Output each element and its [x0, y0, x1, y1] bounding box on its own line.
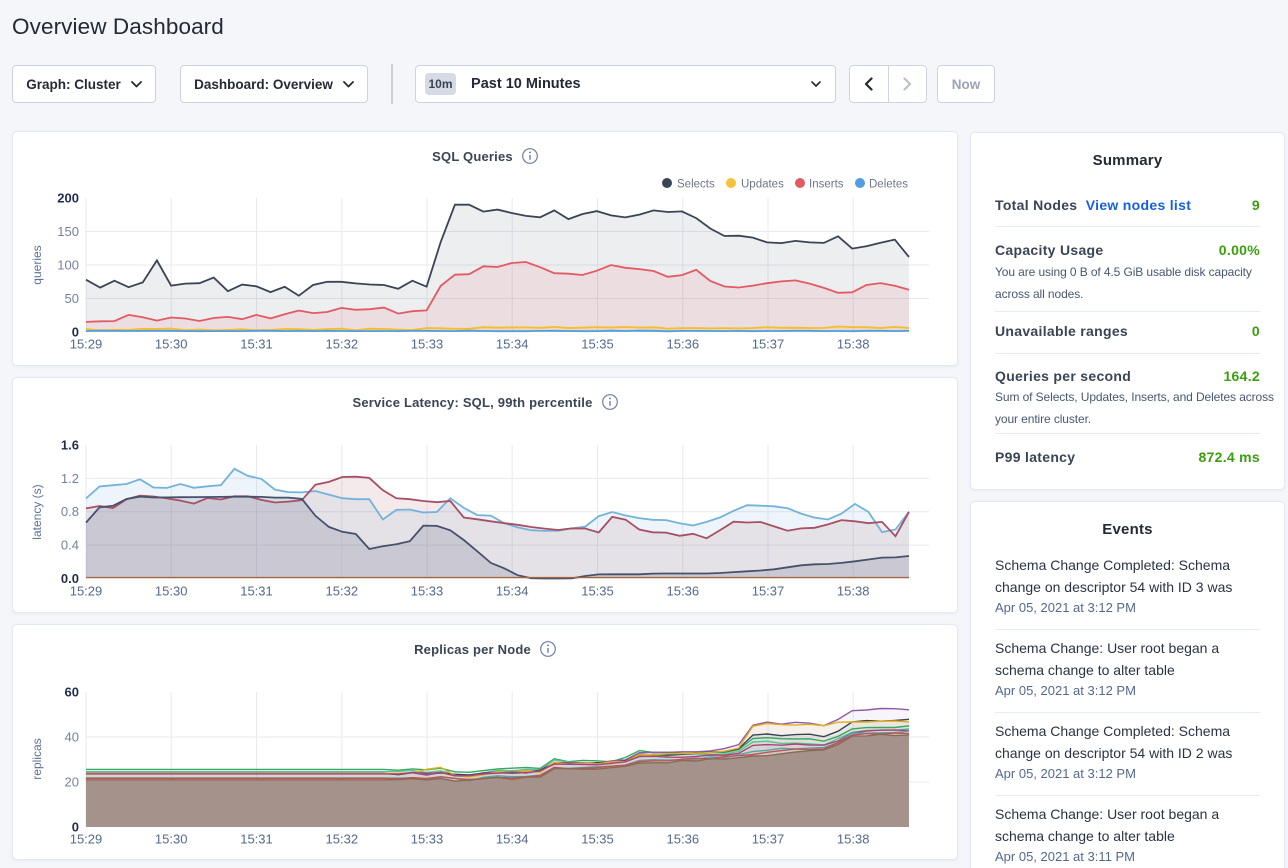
- svg-text:15:31: 15:31: [240, 832, 273, 847]
- svg-text:20: 20: [65, 775, 79, 790]
- svg-text:latency (s): latency (s): [30, 484, 44, 539]
- svg-text:15:33: 15:33: [411, 337, 444, 352]
- svg-text:150: 150: [57, 224, 79, 239]
- svg-text:15:37: 15:37: [752, 584, 785, 599]
- svg-text:15:32: 15:32: [326, 832, 359, 847]
- svg-text:queries: queries: [30, 245, 44, 284]
- svg-text:15:30: 15:30: [155, 832, 188, 847]
- svg-text:0.8: 0.8: [61, 504, 79, 519]
- svg-text:0: 0: [72, 820, 79, 835]
- svg-text:40: 40: [65, 730, 79, 745]
- svg-text:15:32: 15:32: [326, 337, 359, 352]
- svg-text:60: 60: [65, 685, 79, 700]
- svg-text:15:31: 15:31: [240, 584, 273, 599]
- svg-text:15:35: 15:35: [581, 832, 614, 847]
- svg-text:Selects: Selects: [677, 179, 715, 191]
- svg-text:15:30: 15:30: [155, 584, 188, 599]
- svg-text:0.0: 0.0: [61, 571, 79, 586]
- svg-text:15:30: 15:30: [155, 337, 188, 352]
- svg-text:100: 100: [57, 258, 79, 273]
- svg-text:15:29: 15:29: [70, 584, 103, 599]
- svg-text:50: 50: [65, 291, 79, 306]
- svg-text:15:38: 15:38: [837, 337, 870, 352]
- svg-text:15:29: 15:29: [70, 337, 103, 352]
- svg-text:replicas: replicas: [30, 738, 44, 779]
- svg-text:15:34: 15:34: [496, 584, 529, 599]
- svg-text:15:36: 15:36: [667, 337, 700, 352]
- svg-text:15:34: 15:34: [496, 832, 529, 847]
- svg-text:15:33: 15:33: [411, 832, 444, 847]
- svg-text:Deletes: Deletes: [869, 179, 908, 191]
- svg-text:15:36: 15:36: [667, 584, 700, 599]
- svg-text:1.6: 1.6: [61, 438, 79, 453]
- svg-text:15:35: 15:35: [581, 584, 614, 599]
- svg-text:15:31: 15:31: [240, 337, 273, 352]
- svg-text:1.2: 1.2: [61, 471, 79, 486]
- svg-text:15:37: 15:37: [752, 832, 785, 847]
- svg-text:15:37: 15:37: [752, 337, 785, 352]
- svg-text:15:29: 15:29: [70, 832, 103, 847]
- svg-text:15:32: 15:32: [326, 584, 359, 599]
- svg-text:15:35: 15:35: [581, 337, 614, 352]
- svg-text:Updates: Updates: [741, 179, 784, 191]
- svg-text:Inserts: Inserts: [809, 179, 844, 191]
- svg-text:15:38: 15:38: [837, 832, 870, 847]
- svg-text:15:36: 15:36: [667, 832, 700, 847]
- svg-text:15:34: 15:34: [496, 337, 529, 352]
- svg-text:15:38: 15:38: [837, 584, 870, 599]
- svg-text:200: 200: [57, 191, 79, 206]
- svg-text:15:33: 15:33: [411, 584, 444, 599]
- svg-text:0.4: 0.4: [61, 538, 79, 553]
- svg-text:0: 0: [72, 325, 79, 340]
